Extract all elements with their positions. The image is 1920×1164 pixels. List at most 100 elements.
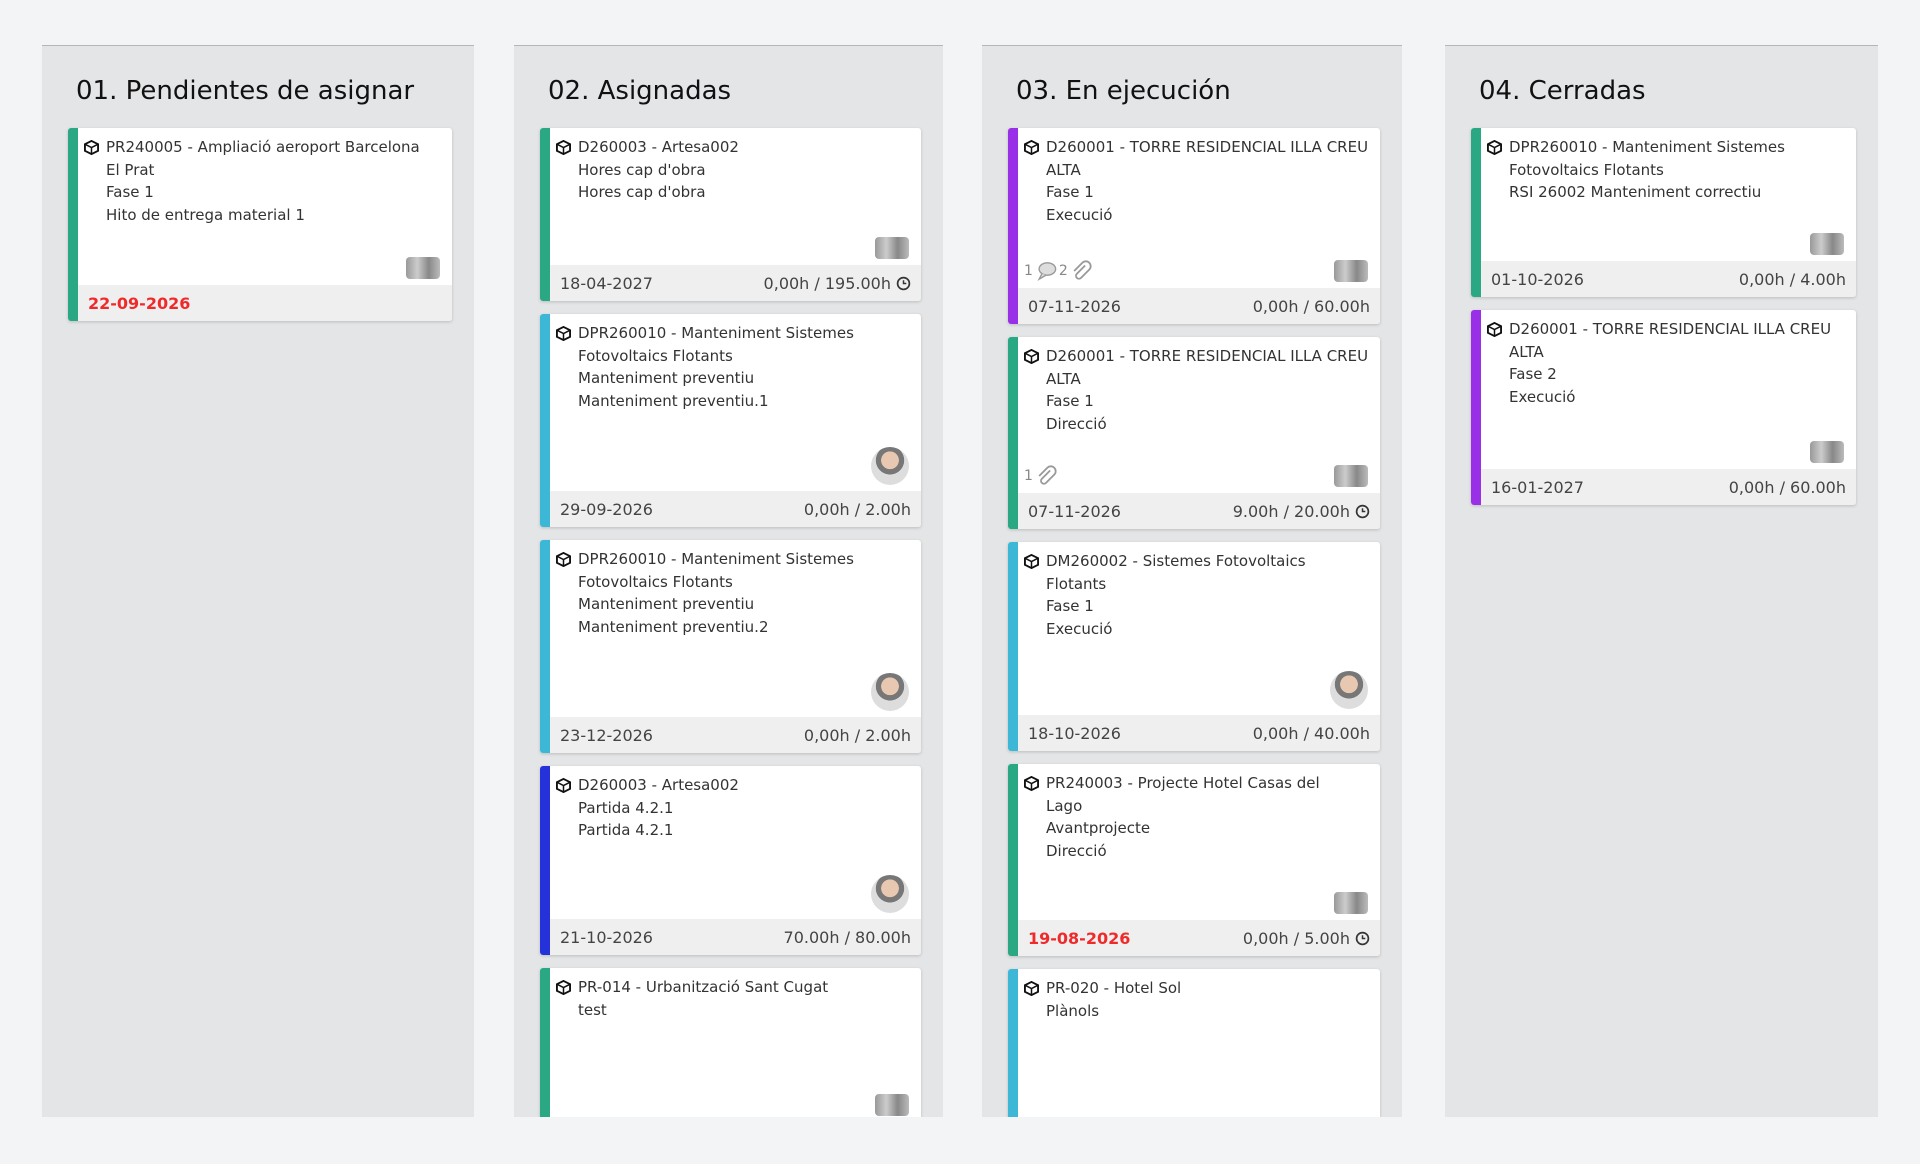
avatar (1810, 233, 1844, 255)
card-stripe (1008, 969, 1018, 1117)
task-card[interactable]: DPR260010 - Manteniment Sistemes Fotovolt… (540, 314, 921, 527)
card-body: D260003 - Artesa002 Partida 4.2.1 Partida … (540, 766, 921, 919)
hours-text: 0,00h / 195.00h (763, 273, 891, 293)
card-line: DPR260010 - Manteniment Sistemes (578, 550, 854, 568)
avatars (875, 237, 909, 259)
hours-text: 9.00h / 20.00h (1232, 501, 1350, 521)
due-date: 21-10-2026 (560, 927, 653, 947)
card-line: Hores cap d'obra (578, 160, 706, 179)
avatars (871, 447, 909, 485)
hours-text: 0,00h / 2.00h (803, 725, 911, 745)
card-line: D260003 - Artesa002 (578, 138, 739, 156)
card-line: Fase 1 (1046, 392, 1094, 410)
box-icon (556, 326, 571, 341)
card-body: DPR260010 - Manteniment Sistemes Fotovolt… (1471, 128, 1856, 261)
card-line: test (578, 1000, 607, 1019)
card-footer: 22-09-2026 (68, 285, 452, 321)
card-line: Execució (1509, 387, 1576, 406)
box-icon (556, 778, 571, 793)
card-body: DPR260010 - Manteniment Sistemes Fotovolt… (540, 540, 921, 717)
card-line: Execució (1046, 619, 1113, 638)
card-line: D260001 - TORRE RESIDENCIAL ILLA CREU (1046, 138, 1369, 156)
card-line: DM260002 - Sistemes Fotovoltaics (1046, 552, 1306, 570)
box-icon (1024, 776, 1039, 791)
clock-icon (1355, 504, 1370, 518)
avatar (871, 875, 909, 913)
card-stripe (540, 766, 550, 955)
task-card[interactable]: PR240003 - Projecte Hotel Casas del Lago A… (1008, 764, 1380, 956)
due-date: 29-09-2026 (560, 499, 653, 519)
hours-text: 0,00h / 60.00h (1252, 296, 1370, 316)
card-line: Manteniment preventiu (578, 369, 755, 387)
box-icon (1487, 322, 1502, 337)
hours-text: 70.00h / 80.00h (783, 927, 911, 947)
card-line: Execució (1046, 205, 1113, 224)
box-icon (556, 980, 571, 995)
box-icon (1024, 554, 1039, 569)
avatars (1334, 260, 1368, 282)
card-line: Fotovoltaics Flotants (1509, 160, 1664, 179)
card-list: D260003 - Artesa002 Hores cap d'obra Hores… (514, 128, 943, 1117)
hours-text: 0,00h / 4.00h (1738, 269, 1846, 289)
card-line: PR-014 - Urbanització Sant Cugat (578, 978, 829, 996)
task-card[interactable]: D260003 - Artesa002 Partida 4.2.1 Partida … (540, 766, 921, 955)
avatars (406, 257, 440, 279)
card-line: Fase 1 (1046, 597, 1094, 615)
card-stripe (540, 128, 550, 301)
due-date: 18-10-2026 (1028, 723, 1121, 743)
card-list: DPR260010 - Manteniment Sistemes Fotovolt… (1445, 128, 1878, 505)
task-card[interactable]: PR240005 - Ampliació aeroport Barcelona E… (68, 128, 452, 321)
task-card[interactable]: DM260002 - Sistemes Fotovoltaics Flotants… (1008, 542, 1380, 751)
card-line: Fase 1 (106, 183, 154, 201)
task-card[interactable]: D260001 - TORRE RESIDENCIAL ILLA CREU ALT… (1008, 128, 1380, 324)
card-footer: 07-11-2026 0,00h / 60.00h (1008, 288, 1380, 324)
hours: 9.00h / 20.00h (1233, 502, 1370, 521)
box-icon (1487, 140, 1502, 155)
avatar (1810, 441, 1844, 463)
card-line: RSI 26002 Manteniment correctiu (1509, 183, 1762, 201)
avatars (1810, 441, 1844, 463)
avatar (1334, 260, 1368, 282)
task-card[interactable]: D260003 - Artesa002 Hores cap d'obra Hores… (540, 128, 921, 301)
card-body: PR-020 - Hotel Sol Plànols (1008, 969, 1380, 1117)
task-card[interactable]: PR-020 - Hotel Sol Plànols (1008, 969, 1380, 1117)
card-line: DPR260010 - Manteniment Sistemes (578, 324, 854, 342)
column-title: 02. Asignadas (548, 76, 732, 106)
card-line: El Prat (106, 160, 155, 179)
task-card[interactable]: PR-014 - Urbanització Sant Cugattest31-0… (540, 968, 921, 1117)
hours: 70.00h / 80.00h (784, 928, 911, 947)
card-body: D260001 - TORRE RESIDENCIAL ILLA CREU ALT… (1008, 128, 1380, 288)
hours: 0,00h / 60.00h (1729, 478, 1846, 497)
column-title: 03. En ejecución (1016, 76, 1231, 106)
avatar (1334, 465, 1368, 487)
due-date: 18-04-2027 (560, 273, 653, 293)
card-list: PR240005 - Ampliació aeroport Barcelona E… (42, 128, 474, 321)
card-line: Partida 4.2.1 (578, 821, 674, 839)
card-body: D260003 - Artesa002 Hores cap d'obra Hores… (540, 128, 921, 265)
card-line: Fotovoltaics Flotants (578, 572, 733, 591)
due-date: 16-01-2027 (1491, 477, 1584, 497)
clock-icon (896, 276, 911, 290)
task-card[interactable]: D260001 - TORRE RESIDENCIAL ILLA CREU ALT… (1471, 310, 1856, 505)
avatars (875, 1094, 909, 1116)
card-footer: 18-10-2026 0,00h / 40.00h (1008, 715, 1380, 751)
card-line: Hores cap d'obra (578, 183, 706, 201)
card-line: PR-020 - Hotel Sol (1046, 979, 1182, 997)
column-title: 04. Cerradas (1479, 76, 1646, 106)
due-date: 19-08-2026 (1028, 928, 1131, 948)
task-card[interactable]: DPR260010 - Manteniment Sistemes Fotovolt… (540, 540, 921, 753)
card-line: ALTA (1046, 369, 1081, 388)
avatars (1334, 892, 1368, 914)
hours: 0,00h / 5.00h (1243, 929, 1370, 948)
task-card[interactable]: DPR260010 - Manteniment Sistemes Fotovolt… (1471, 128, 1856, 297)
card-line: Fase 2 (1509, 365, 1557, 383)
hours-text: 0,00h / 60.00h (1728, 477, 1846, 497)
card-body: PR240005 - Ampliació aeroport Barcelona E… (68, 128, 452, 285)
card-line: Direcció (1046, 414, 1107, 433)
card-line: DPR260010 - Manteniment Sistemes (1509, 138, 1785, 156)
task-card[interactable]: D260001 - TORRE RESIDENCIAL ILLA CREU ALT… (1008, 337, 1380, 529)
avatars (871, 875, 909, 913)
avatar (875, 1094, 909, 1116)
card-stripe (1008, 128, 1018, 324)
card-line: Direcció (1046, 841, 1107, 860)
